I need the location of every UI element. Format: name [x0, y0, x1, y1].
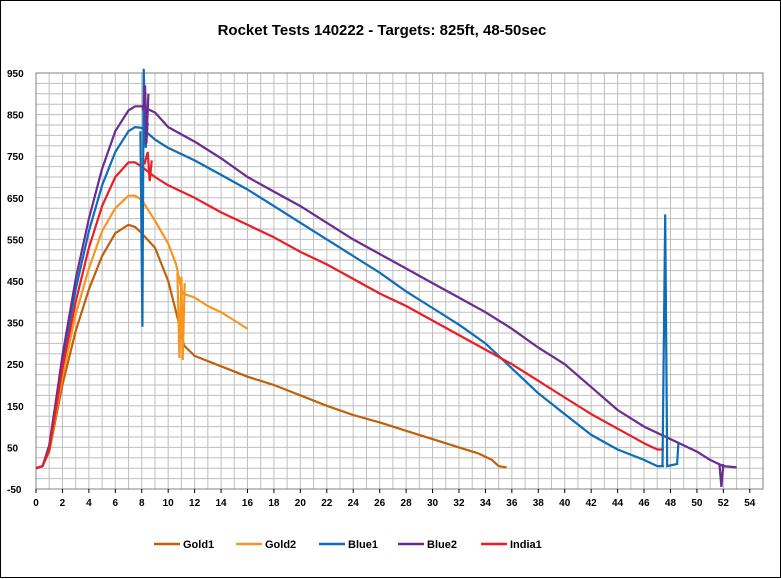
x-tick-label: 30 — [427, 498, 439, 509]
series-spike-gold2 — [176, 272, 186, 361]
x-tick-label: 54 — [744, 498, 756, 509]
legend-label-blue2: Blue2 — [427, 539, 457, 551]
legend-label-gold2: Gold2 — [265, 539, 296, 551]
chart-title: Rocket Tests 140222 - Targets: 825ft, 48… — [218, 22, 547, 39]
x-tick-label: 48 — [665, 498, 677, 509]
y-tick-label: 850 — [7, 111, 24, 122]
x-tick-label: 24 — [348, 498, 360, 509]
x-tick-label: 50 — [691, 498, 703, 509]
x-tick-label: 6 — [113, 498, 119, 509]
series-spike-blue1 — [661, 214, 680, 468]
x-tick-label: 18 — [268, 498, 280, 509]
x-tick-label: 34 — [480, 498, 492, 509]
x-tick-label: 0 — [33, 498, 39, 509]
x-tick-label: 38 — [533, 498, 545, 509]
series-line-gold1 — [35, 223, 507, 470]
x-tick-label: 14 — [215, 498, 227, 509]
plot-area-border — [35, 72, 764, 490]
y-tick-label: 950 — [7, 69, 24, 80]
x-tick-label: 36 — [506, 498, 518, 509]
y-tick-label: 150 — [7, 402, 24, 413]
series-spike-blue2 — [142, 85, 150, 144]
x-tick-label: 22 — [321, 498, 333, 509]
y-tick-label: 250 — [7, 360, 24, 371]
x-tick-label: 28 — [401, 498, 413, 509]
x-tick-label: 4 — [86, 498, 92, 509]
y-tick-label: 750 — [7, 152, 24, 163]
y-tick-label: -50 — [7, 485, 22, 496]
y-tick-label: 650 — [7, 194, 24, 205]
x-tick-label: 40 — [559, 498, 571, 509]
legend: Gold1 Gold2 Blue1 Blue2 India1 — [154, 539, 542, 551]
x-tick-label: 46 — [638, 498, 650, 509]
x-tick-label: 42 — [586, 498, 598, 509]
y-tick-label: 350 — [7, 319, 24, 330]
y-tick-label: 550 — [7, 235, 24, 246]
legend-label-blue1: Blue1 — [348, 539, 378, 551]
x-tick-label: 2 — [60, 498, 66, 509]
x-tick-label: 26 — [374, 498, 386, 509]
y-tick-label: 50 — [7, 443, 19, 454]
series-line-blue1 — [35, 126, 664, 470]
x-tick-label: 12 — [189, 498, 201, 509]
series-spike-india1 — [143, 151, 153, 182]
y-tick-label: 450 — [7, 277, 24, 288]
legend-label-gold1: Gold1 — [183, 539, 214, 551]
series-group — [35, 68, 737, 487]
x-tick-label: 44 — [612, 498, 624, 509]
series-spike-blue2 — [718, 463, 725, 487]
x-tick-label: 32 — [453, 498, 465, 509]
x-tick-label: 20 — [295, 498, 307, 509]
axes: 0 2 4 6 8 10 12 14 16 18 20 22 24 26 28 30 32 34 36 38 40 42 4… — [7, 69, 756, 509]
legend-label-india1: India1 — [510, 539, 542, 551]
series-line-blue2 — [35, 105, 737, 470]
series-line-india1 — [35, 161, 664, 470]
x-tick-label: 16 — [242, 498, 254, 509]
x-tick-label: 10 — [163, 498, 175, 509]
x-tick-label: 52 — [718, 498, 730, 509]
x-tick-label: 8 — [139, 498, 145, 509]
